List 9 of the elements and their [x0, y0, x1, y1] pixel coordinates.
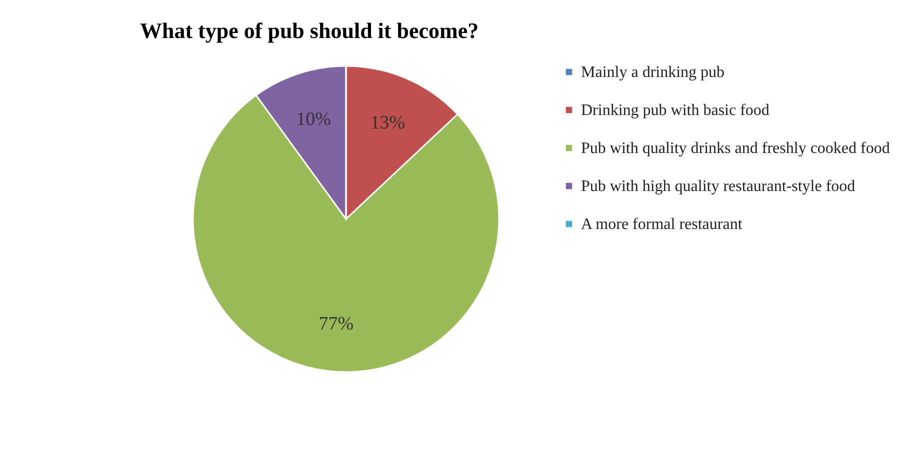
- data-label: 10%: [296, 109, 332, 130]
- legend-label: Mainly a drinking pub: [581, 64, 725, 81]
- data-label: 77%: [318, 314, 354, 335]
- chart-title: What type of pub should it become?: [140, 18, 479, 43]
- legend-label: Pub with high quality restaurant-style food: [581, 178, 856, 195]
- legend-label: Drinking pub with basic food: [581, 102, 770, 119]
- legend-label: A more formal restaurant: [581, 216, 743, 233]
- legend-label: Pub with quality drinks and freshly cooked food: [581, 140, 890, 157]
- data-label: 13%: [370, 112, 406, 134]
